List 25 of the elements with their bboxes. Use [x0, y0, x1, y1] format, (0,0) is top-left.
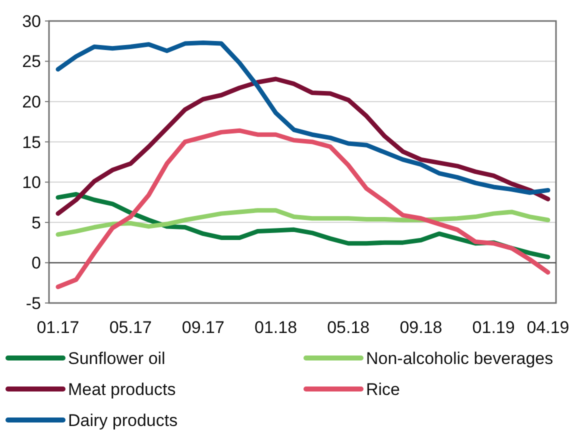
x-tick-label: 09.17 — [182, 318, 224, 337]
line-series — [56, 128, 550, 290]
x-tick-label: 05.17 — [109, 318, 152, 337]
y-tick-label: 0 — [32, 254, 41, 273]
legend-label: Non-alcoholic beverages — [366, 348, 554, 368]
line-series — [56, 208, 550, 237]
y-tick-label: 15 — [22, 132, 41, 152]
y-tick-label: 25 — [22, 52, 41, 72]
legend-label: Rice — [366, 380, 400, 399]
legend-label: Sunflower oil — [68, 348, 166, 368]
line-series — [56, 76, 550, 216]
x-tick-label: 01.19 — [472, 318, 515, 337]
line-series — [56, 40, 550, 195]
y-tick-label: 30 — [22, 12, 41, 31]
x-tick-label: 01.17 — [36, 318, 80, 337]
y-tick-label: 10 — [22, 173, 41, 192]
y-tick-label: 20 — [22, 92, 41, 112]
legend-label: Meat products — [68, 380, 176, 399]
x-tick-label: 04.19 — [526, 318, 570, 337]
y-tick-label: -5 — [26, 294, 41, 313]
y-tick-label: 5 — [32, 213, 41, 232]
x-tick-label: 05.18 — [327, 318, 370, 337]
x-tick-label: 01.18 — [254, 318, 298, 337]
legend-label: Dairy products — [68, 410, 178, 430]
x-tick-label: 09.18 — [400, 318, 442, 337]
